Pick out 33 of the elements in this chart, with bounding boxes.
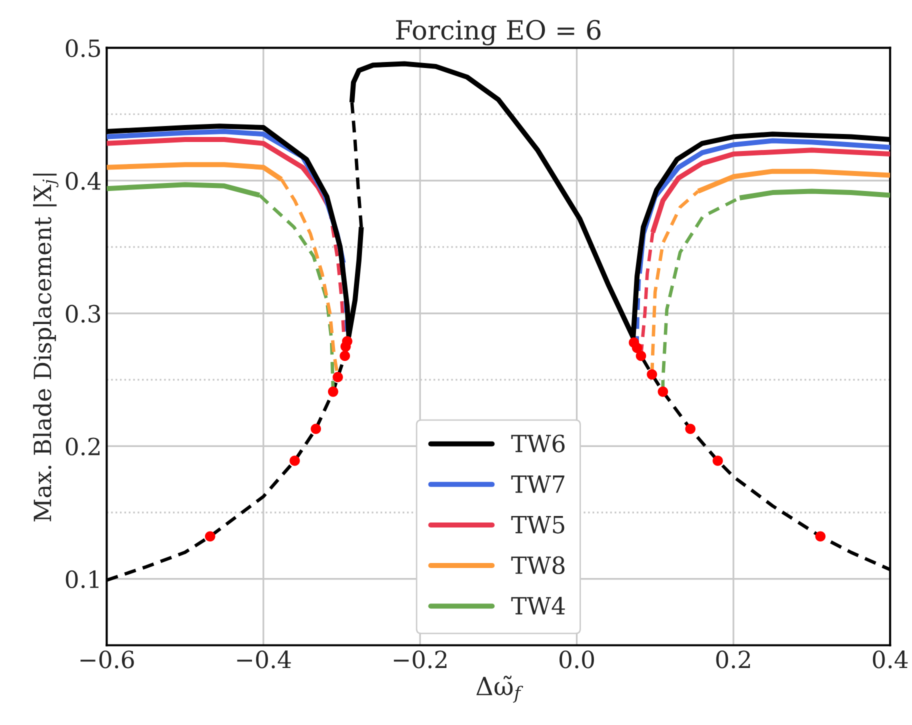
- y-tick-label: 0.4: [66, 172, 101, 190]
- point: [310, 424, 322, 434]
- point: [340, 350, 350, 361]
- point: [332, 372, 343, 382]
- point: [632, 342, 642, 354]
- y-tick-label: 0.2: [66, 438, 100, 456]
- x-tick-label: 0.0: [560, 650, 594, 668]
- point: [342, 336, 352, 346]
- chart-title: Forcing EO = 6: [396, 20, 600, 46]
- y-tick-label: 0.1: [66, 570, 98, 588]
- legend-label: TW7: [511, 475, 564, 493]
- x-tick-label: −0.6: [80, 650, 134, 668]
- point: [712, 456, 723, 466]
- point: [646, 369, 658, 380]
- legend-label: TW6: [511, 434, 565, 452]
- x-tick-label: −0.2: [394, 650, 446, 668]
- y-tick-label: 0.5: [66, 39, 100, 58]
- x-axis-title: Δω̃$_{f}$: [476, 676, 524, 703]
- x-tick-label: 0.4: [872, 650, 908, 668]
- point: [685, 424, 696, 434]
- point: [290, 456, 300, 466]
- x-tick-label: 0.2: [716, 650, 750, 668]
- point: [204, 531, 216, 542]
- legend-label: TW8: [511, 556, 564, 574]
- point: [636, 350, 646, 361]
- y-axis-title: Max. Blade Displacement |X$_{j}$|: [33, 174, 58, 522]
- y-tick-label: 0.3: [66, 304, 100, 323]
- point: [658, 386, 668, 397]
- legend-label: TW5: [511, 516, 564, 534]
- point: [815, 531, 826, 542]
- legend-label: TW4: [511, 596, 565, 614]
- x-tick-label: −0.4: [237, 650, 291, 668]
- point: [328, 386, 338, 397]
